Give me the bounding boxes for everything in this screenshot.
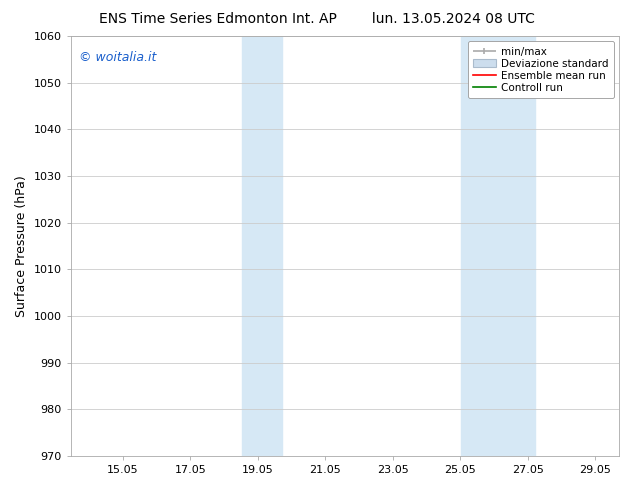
Legend: min/max, Deviazione standard, Ensemble mean run, Controll run: min/max, Deviazione standard, Ensemble m… xyxy=(468,41,614,98)
Text: © woitalia.it: © woitalia.it xyxy=(79,51,157,64)
Text: ENS Time Series Edmonton Int. AP        lun. 13.05.2024 08 UTC: ENS Time Series Edmonton Int. AP lun. 13… xyxy=(99,12,535,26)
Bar xyxy=(462,36,534,456)
Bar xyxy=(242,36,281,456)
Y-axis label: Surface Pressure (hPa): Surface Pressure (hPa) xyxy=(15,175,28,317)
